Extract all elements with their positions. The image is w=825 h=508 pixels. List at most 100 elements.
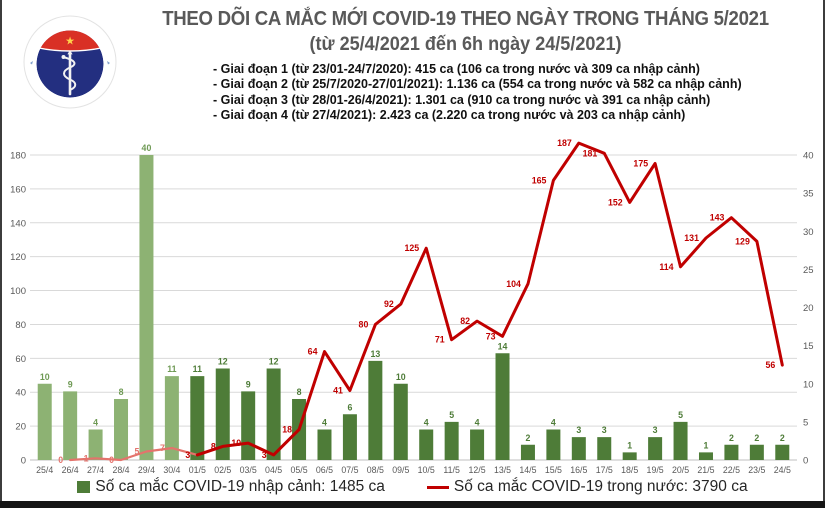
ministry-of-health-logo: BỘ Y TẾ MINISTRY OF HEALTH ★ (23, 15, 117, 109)
bar-imported-cases (419, 429, 434, 460)
bar-imported-cases (368, 360, 383, 460)
x-axis-label: 03/5 (240, 465, 257, 475)
line-value-label: 187 (557, 138, 572, 148)
bar-value-label: 11 (167, 364, 176, 374)
bar-value-label: 2 (729, 433, 734, 443)
legend-item-imported: Số ca mắc COVID-19 nhập cảnh: 1485 ca (77, 478, 385, 496)
line-value-label: 0 (58, 455, 63, 465)
bar-value-label: 8 (297, 387, 302, 397)
y-axis-right-tick-label: 20 (803, 303, 814, 314)
bar-value-label: 2 (780, 433, 785, 443)
line-value-label: 181 (583, 148, 598, 158)
bar-imported-cases (241, 391, 256, 460)
y-axis-right-tick-label: 30 (803, 227, 814, 238)
line-value-label: 3 (185, 450, 190, 460)
bar-value-label: 4 (475, 418, 480, 428)
y-axis-left-tick-label: 80 (15, 320, 26, 331)
bar-imported-cases (775, 444, 790, 460)
bar-imported-cases (164, 376, 179, 460)
bar-imported-cases (63, 391, 78, 460)
line-value-label: 129 (735, 236, 750, 246)
x-axis-label: 13/5 (494, 465, 511, 475)
line-value-label: 92 (384, 299, 394, 309)
x-axis-label: 07/5 (341, 465, 358, 475)
y-axis-left-tick-label: 160 (10, 184, 26, 195)
phase-4-line: - Giai đoạn 4 (từ 27/4/2021): 2.423 ca (… (213, 108, 686, 123)
legend-bar-swatch-icon (77, 481, 91, 493)
x-axis-label: 01/5 (189, 465, 206, 475)
bar-value-label: 10 (396, 372, 406, 382)
phase-summary-list: - Giai đoạn 1 (từ 23/01-24/7/2020): 415 … (213, 62, 742, 124)
bar-value-label: 9 (68, 379, 73, 389)
line-value-label: 152 (608, 197, 623, 207)
y-axis-right-tick-label: 15 (803, 341, 814, 352)
bar-imported-cases (317, 429, 332, 460)
bar-value-label: 3 (653, 425, 658, 435)
line-value-label: 56 (765, 360, 775, 370)
bar-imported-cases (622, 452, 637, 460)
frame-right-border (823, 0, 825, 508)
line-value-label: 3 (262, 450, 267, 460)
line-value-label: 175 (633, 158, 648, 168)
line-value-label: 1 (84, 453, 89, 463)
frame-left-border (0, 0, 2, 508)
y-axis-left-tick-label: 40 (15, 388, 26, 399)
x-axis-label: 25/4 (36, 465, 53, 475)
bar-imported-cases (444, 421, 459, 460)
y-axis-left-tick-label: 100 (10, 286, 26, 297)
bar-value-label: 13 (370, 349, 380, 359)
x-axis-label: 27/4 (87, 465, 104, 475)
bar-value-label: 5 (678, 410, 683, 420)
bar-value-label: 4 (551, 418, 556, 428)
bar-imported-cases (266, 368, 281, 460)
line-value-label: 165 (532, 175, 547, 185)
y-axis-left-tick-label: 60 (15, 354, 26, 365)
line-value-label: 5 (135, 447, 140, 457)
line-value-label: 0 (109, 455, 114, 465)
x-axis-label: 28/4 (112, 465, 129, 475)
logo-right-ornament-icon (107, 61, 110, 65)
bar-imported-cases (495, 353, 510, 460)
bar-value-label: 14 (498, 341, 508, 351)
bar-value-label: 12 (218, 357, 228, 367)
bar-imported-cases (393, 383, 408, 460)
bar-value-label: 1 (704, 440, 709, 450)
line-value-label: 41 (333, 386, 343, 396)
bar-value-label: 4 (93, 418, 98, 428)
y-axis-left-tick-label: 20 (15, 422, 26, 433)
phase-3-line: - Giai đoạn 3 (từ 28/01-26/4/2021): 1.30… (213, 92, 711, 107)
legend-line-swatch-icon (426, 485, 449, 489)
bar-value-label: 2 (754, 433, 759, 443)
line-value-label: 143 (710, 213, 725, 223)
bar-imported-cases (673, 421, 688, 460)
line-value-label: 82 (460, 316, 470, 326)
y-axis-right-tick-label: 25 (803, 265, 814, 276)
bar-imported-cases (698, 452, 713, 460)
bar-imported-cases (520, 444, 535, 460)
x-axis-label: 12/5 (469, 465, 486, 475)
x-axis-label: 30/4 (163, 465, 180, 475)
x-axis-label: 20/5 (672, 465, 689, 475)
bar-value-label: 2 (525, 433, 530, 443)
x-axis-label: 21/5 (697, 465, 714, 475)
line-value-label: 18 (282, 425, 292, 435)
bar-value-label: 8 (119, 387, 124, 397)
bar-value-label: 4 (424, 418, 429, 428)
bar-imported-cases (139, 155, 154, 460)
bar-value-label: 1 (627, 440, 632, 450)
bar-imported-cases (114, 399, 129, 460)
x-axis-label: 22/5 (723, 465, 740, 475)
x-axis-label: 05/5 (290, 465, 307, 475)
x-axis-label: 26/4 (62, 465, 79, 475)
bar-imported-cases (37, 383, 52, 460)
bar-value-label: 10 (40, 372, 50, 382)
logo-star-icon: ★ (65, 36, 75, 48)
bar-value-label: 3 (602, 425, 607, 435)
frame-bottom-border (0, 501, 825, 508)
x-axis-label: 10/5 (418, 465, 435, 475)
bar-imported-cases (88, 429, 103, 460)
y-axis-right-tick-label: 40 (803, 151, 814, 162)
page-title: THEO DÕI CA MẮC MỚI COVID-19 THEO NGÀY T… (162, 8, 769, 30)
bar-imported-cases (342, 414, 357, 460)
bar-value-label: 40 (142, 143, 152, 153)
